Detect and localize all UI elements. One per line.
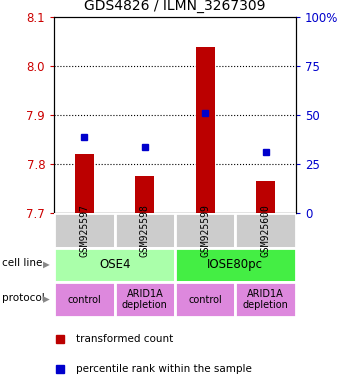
Text: GSM925597: GSM925597 xyxy=(79,204,90,257)
Text: protocol: protocol xyxy=(2,293,44,303)
Text: GSM925598: GSM925598 xyxy=(140,204,150,257)
Text: ARID1A
depletion: ARID1A depletion xyxy=(243,289,288,310)
Bar xyxy=(235,282,296,317)
Bar xyxy=(256,181,275,213)
Text: OSE4: OSE4 xyxy=(99,258,130,271)
Text: transformed count: transformed count xyxy=(76,334,174,344)
Bar xyxy=(75,154,94,213)
Bar xyxy=(115,282,175,317)
Bar xyxy=(175,213,235,248)
Text: ARID1A
depletion: ARID1A depletion xyxy=(122,289,168,310)
Bar xyxy=(175,282,235,317)
Text: control: control xyxy=(188,295,222,305)
Text: cell line: cell line xyxy=(2,258,42,268)
Bar xyxy=(235,213,296,248)
Bar xyxy=(54,213,115,248)
Bar xyxy=(54,248,175,282)
Bar xyxy=(135,176,154,213)
Bar xyxy=(196,47,215,213)
Text: percentile rank within the sample: percentile rank within the sample xyxy=(76,364,252,374)
Title: GDS4826 / ILMN_3267309: GDS4826 / ILMN_3267309 xyxy=(84,0,266,13)
Text: GSM925600: GSM925600 xyxy=(260,204,271,257)
Bar xyxy=(115,213,175,248)
Text: control: control xyxy=(68,295,101,305)
Text: IOSE80pc: IOSE80pc xyxy=(207,258,263,271)
Text: GSM925599: GSM925599 xyxy=(200,204,210,257)
Bar xyxy=(175,248,296,282)
Bar xyxy=(54,282,115,317)
